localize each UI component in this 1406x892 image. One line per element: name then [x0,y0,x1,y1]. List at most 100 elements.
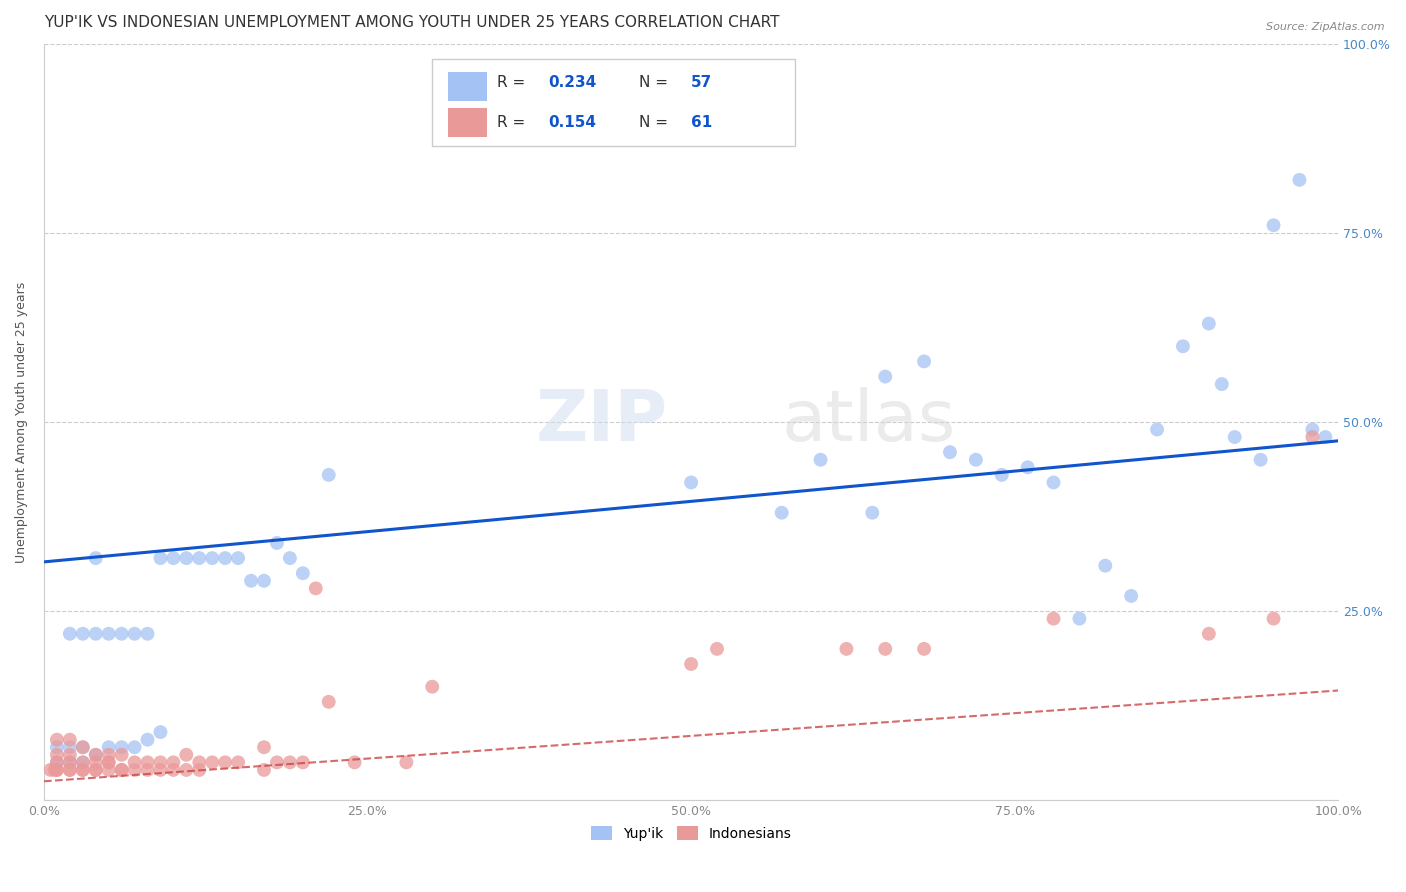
Text: R =: R = [496,75,526,90]
Point [111,763,134,777]
Point [1198,317,1220,331]
Point [162,551,184,566]
Point [45,763,67,777]
Point [1042,475,1064,490]
Point [176,551,198,566]
Point [59,626,82,640]
Bar [447,108,486,136]
Bar [447,72,486,101]
Point [1211,377,1233,392]
Point [681,657,703,671]
Point [1288,173,1310,187]
Point [395,756,418,770]
Point [97,756,120,770]
Point [72,763,94,777]
Point [136,763,159,777]
Point [990,467,1012,482]
Point [149,763,172,777]
Point [59,756,82,770]
Point [188,763,211,777]
Point [149,756,172,770]
Point [305,582,328,596]
Point [124,626,146,640]
Point [912,354,935,368]
Text: R =: R = [496,115,526,130]
Point [1146,422,1168,436]
Text: YUP'IK VS INDONESIAN UNEMPLOYMENT AMONG YOUTH UNDER 25 YEARS CORRELATION CHART: YUP'IK VS INDONESIAN UNEMPLOYMENT AMONG … [44,15,779,30]
Point [875,369,897,384]
Point [97,756,120,770]
Point [84,747,107,762]
Point [72,756,94,770]
Text: atlas: atlas [782,387,956,457]
Point [253,574,276,588]
Text: ZIP: ZIP [536,387,668,457]
Point [226,551,249,566]
Point [59,763,82,777]
Point [266,756,288,770]
Point [1315,430,1337,444]
Point [875,641,897,656]
Point [45,740,67,755]
Text: N =: N = [640,75,668,90]
Point [278,756,301,770]
Point [97,626,120,640]
Point [84,756,107,770]
Text: Source: ZipAtlas.com: Source: ZipAtlas.com [1267,22,1385,32]
Point [1042,612,1064,626]
Point [149,551,172,566]
Point [72,763,94,777]
Point [420,680,443,694]
Point [1301,422,1323,436]
Point [291,566,314,581]
Point [45,732,67,747]
Point [939,445,962,459]
Point [188,551,211,566]
Point [124,756,146,770]
Point [278,551,301,566]
Point [111,626,134,640]
Point [84,551,107,566]
Point [226,756,249,770]
Point [860,506,883,520]
Point [84,763,107,777]
Point [59,756,82,770]
Point [176,763,198,777]
Point [1171,339,1194,353]
Point [136,732,159,747]
Point [97,747,120,762]
Point [1250,452,1272,467]
Point [318,695,340,709]
Point [97,763,120,777]
Point [39,763,62,777]
Point [1121,589,1143,603]
Point [706,641,728,656]
Point [291,756,314,770]
Text: 61: 61 [692,115,713,130]
Point [111,747,134,762]
Point [162,756,184,770]
Point [1301,430,1323,444]
Point [111,740,134,755]
Point [343,756,366,770]
Point [214,756,236,770]
Point [1263,612,1285,626]
Text: N =: N = [640,115,668,130]
FancyBboxPatch shape [432,59,794,145]
Point [240,574,263,588]
Point [72,756,94,770]
Point [124,763,146,777]
Point [97,740,120,755]
Point [188,756,211,770]
Point [111,763,134,777]
Point [72,740,94,755]
Point [176,747,198,762]
Point [72,626,94,640]
Point [770,506,793,520]
Point [253,763,276,777]
Point [84,747,107,762]
Point [59,732,82,747]
Point [681,475,703,490]
Text: 57: 57 [692,75,713,90]
Point [149,725,172,739]
